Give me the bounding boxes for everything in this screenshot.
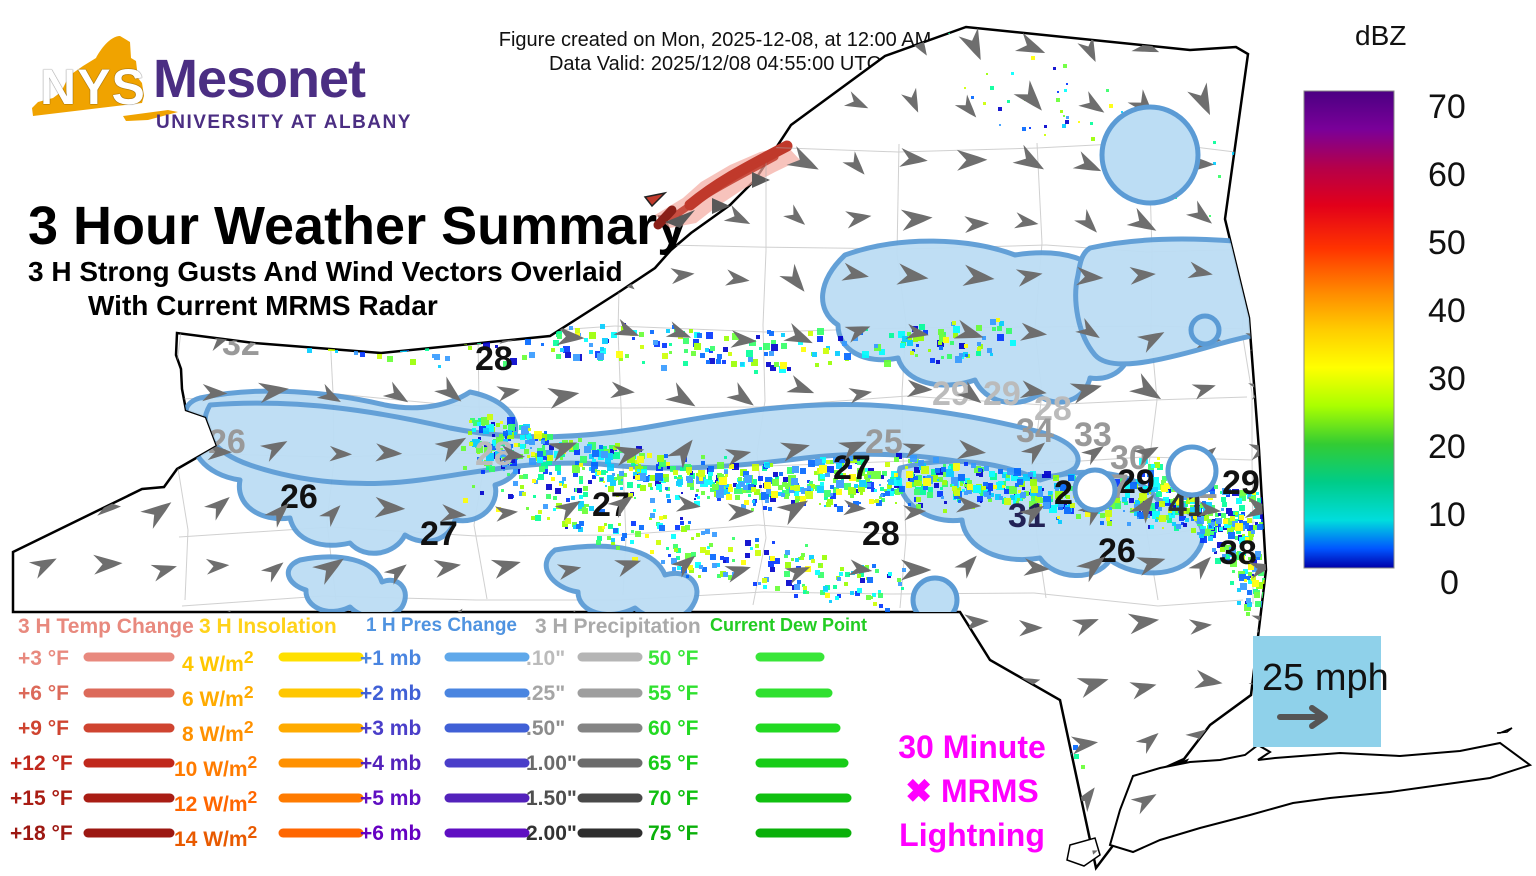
svg-text:10: 10 xyxy=(1428,496,1466,534)
svg-text:20: 20 xyxy=(1428,428,1466,466)
svg-text:40: 40 xyxy=(1428,292,1466,330)
svg-text:30: 30 xyxy=(1428,360,1466,398)
svg-text:70: 70 xyxy=(1428,88,1466,126)
svg-text:60: 60 xyxy=(1428,156,1466,194)
svg-text:50: 50 xyxy=(1428,224,1466,262)
svg-text:0: 0 xyxy=(1440,564,1459,602)
svg-text:25 mph: 25 mph xyxy=(1262,657,1389,699)
